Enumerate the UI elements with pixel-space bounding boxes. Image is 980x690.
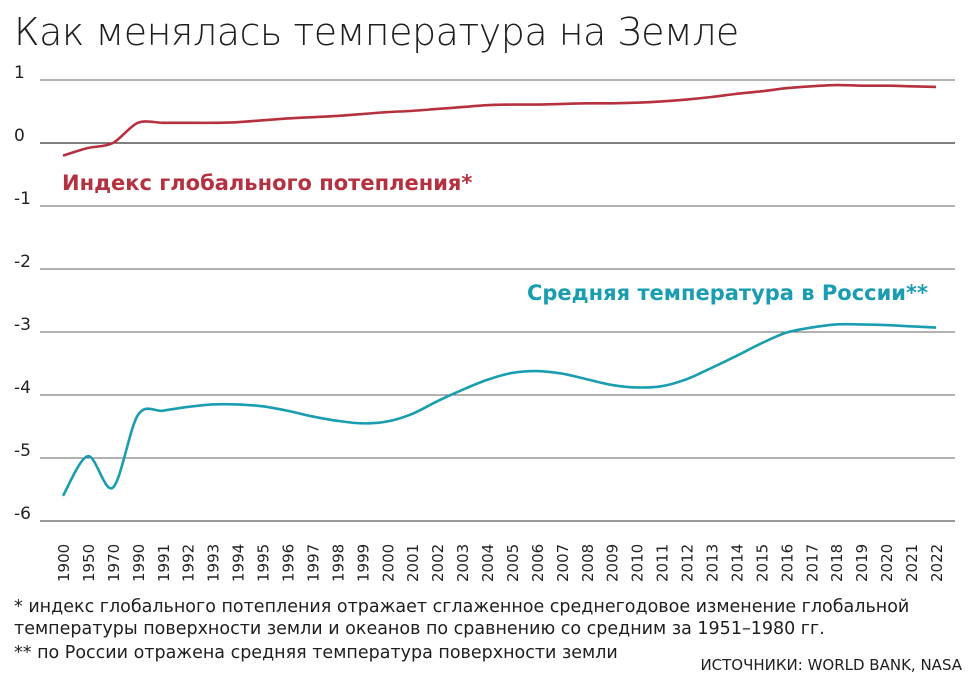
series-labels: Индекс глобального потепления* Средняя те…: [62, 171, 928, 305]
x-tick-label: 1997: [304, 544, 322, 582]
footnote-russia: ** по России отражена средняя температур…: [14, 643, 618, 663]
x-tick-label: 2012: [679, 544, 697, 582]
x-tick-label: 2003: [454, 544, 472, 582]
x-tick-label: 1992: [180, 544, 198, 582]
y-tick-label: -5: [14, 441, 31, 461]
y-tick-label: -3: [14, 315, 31, 335]
footnote-line: * индекс глобального потепления отражает…: [14, 597, 910, 617]
x-tick-label: 1900: [55, 544, 73, 582]
x-tick-label: 2004: [479, 544, 497, 582]
x-tick-label: 2008: [579, 544, 597, 582]
x-tick-label: 2005: [504, 544, 522, 582]
x-tick-label: 2019: [853, 544, 871, 582]
x-axis-ticks: 1900 1950 1970 1990 1991 1992 1993 1994 1995 1996…: [55, 544, 946, 582]
x-tick-label: 2011: [654, 544, 672, 582]
sources-credit: ИСТОЧНИКИ: WORLD BANK, NASA: [700, 656, 962, 674]
y-tick-label: 0: [14, 126, 25, 146]
x-tick-label: 1990: [130, 544, 148, 582]
x-tick-label: 1996: [279, 544, 297, 582]
y-tick-label: 1: [14, 63, 25, 83]
y-tick-label: -1: [14, 189, 31, 209]
x-tick-label: 2009: [604, 544, 622, 582]
x-tick-label: 2007: [554, 544, 572, 582]
x-tick-label: 2021: [903, 544, 921, 582]
russia-temperature-line: [61, 322, 937, 497]
x-tick-label: 2014: [728, 544, 746, 582]
x-tick-label: 2018: [828, 544, 846, 582]
x-tick-label: 2017: [803, 544, 821, 582]
series-label-global: Индекс глобального потепления*: [62, 171, 472, 195]
x-tick-label: 1993: [205, 544, 223, 582]
x-tick-label: 1994: [230, 544, 248, 582]
x-tick-label: 1991: [155, 544, 173, 582]
y-tick-label: -6: [14, 504, 31, 524]
x-tick-label: 2022: [928, 544, 946, 582]
x-tick-label: 2002: [429, 544, 447, 582]
x-tick-label: 2010: [629, 544, 647, 582]
y-axis-ticks: 1 0 -1 -2 -3 -4 -5 -6: [14, 63, 31, 524]
x-tick-label: 2001: [404, 544, 422, 582]
series-lines: [61, 83, 937, 497]
x-tick-label: 2015: [753, 544, 771, 582]
chart-title: Как менялась температура на Земле: [14, 10, 739, 54]
x-tick-label: 1950: [80, 544, 98, 582]
x-tick-label: 1999: [354, 544, 372, 582]
x-tick-label: 1998: [329, 544, 347, 582]
x-tick-label: 1995: [255, 544, 273, 582]
gridlines: [40, 79, 955, 522]
global-warming-index-line: [62, 83, 937, 157]
footnote-line: температуры поверхности земли и океанов …: [14, 619, 825, 639]
series-label-russia: Средняя температура в России**: [527, 281, 928, 305]
y-tick-label: -4: [14, 378, 31, 398]
x-tick-label: 2006: [529, 544, 547, 582]
x-tick-label: 2016: [778, 544, 796, 582]
x-tick-label: 2000: [379, 544, 397, 582]
footnote-global-index: * индекс глобального потепления отражает…: [14, 596, 909, 640]
x-tick-label: 2020: [878, 544, 896, 582]
x-tick-label: 2013: [704, 544, 722, 582]
x-tick-label: 1970: [105, 544, 123, 582]
y-tick-label: -2: [14, 252, 31, 272]
